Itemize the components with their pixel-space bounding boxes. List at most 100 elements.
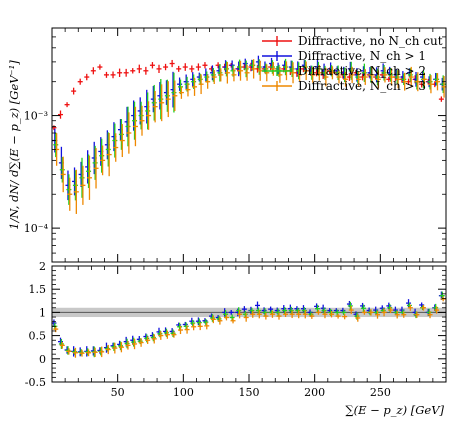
data-point: [256, 310, 262, 319]
data-point: [205, 74, 211, 89]
data-point: [440, 75, 446, 94]
data-point: [296, 62, 302, 80]
data-point: [136, 64, 142, 74]
data-point: [172, 80, 178, 111]
ratio-panel-ticks: 50 100 150 200 250 -0.5 0 0.5 1 1.5 2: [25, 28, 446, 399]
data-point: [197, 73, 203, 85]
data-point: [375, 310, 380, 319]
data-point: [388, 307, 394, 314]
data-point: [169, 59, 175, 68]
data-point: [315, 310, 321, 315]
data-point: [244, 64, 250, 81]
data-point: [125, 341, 131, 350]
data-point: [185, 82, 191, 97]
data-point: [255, 307, 261, 314]
data-point: [85, 348, 91, 356]
data-point: [156, 64, 162, 73]
data-point: [204, 71, 210, 83]
data-point: [77, 78, 83, 85]
x-tick-label: 100: [173, 386, 194, 399]
data-point: [329, 66, 335, 80]
data-point: [72, 347, 78, 358]
data-point: [349, 66, 355, 83]
data-point: [283, 311, 289, 317]
data-point: [190, 319, 196, 327]
data-point: [86, 349, 92, 357]
data-point: [183, 74, 189, 89]
data-point: [132, 338, 138, 350]
data-point: [65, 346, 71, 355]
data-point: [301, 307, 307, 314]
data-point: [73, 169, 79, 214]
data-point: [421, 72, 427, 86]
data-point: [302, 59, 308, 75]
data-point: [268, 306, 274, 312]
data-point: [236, 307, 242, 314]
data-point: [315, 61, 321, 76]
data-point: [84, 73, 90, 81]
data-point: [438, 96, 444, 102]
data-point: [97, 64, 103, 70]
data-point: [104, 345, 110, 352]
data-point: [229, 314, 235, 321]
data-point: [336, 70, 342, 84]
data-point: [125, 106, 131, 147]
data-point: [295, 307, 301, 314]
data-point: [427, 73, 433, 90]
data-point: [86, 154, 92, 189]
data-point: [290, 62, 296, 84]
x-tick-label: 200: [304, 386, 325, 399]
data-point: [262, 308, 268, 317]
ratio-panel-band: [52, 307, 446, 318]
data-point: [130, 68, 136, 74]
data-point: [282, 307, 288, 315]
data-point: [283, 58, 289, 76]
data-point: [223, 61, 229, 77]
data-point: [242, 58, 248, 69]
data-point: [256, 59, 262, 75]
data-point: [90, 67, 96, 75]
data-point: [144, 334, 150, 343]
data-point: [297, 68, 303, 82]
data-point: [112, 342, 118, 354]
data-point: [100, 145, 106, 176]
data-point: [93, 148, 99, 189]
data-point: [64, 102, 70, 108]
y-tick-label: -0.5: [25, 376, 46, 389]
data-point: [375, 68, 380, 86]
data-point: [203, 319, 209, 326]
data-point: [210, 67, 216, 82]
data-point: [80, 165, 86, 205]
data-point: [249, 307, 255, 314]
data-point: [112, 123, 118, 158]
y-tick-label: 1.5: [29, 283, 47, 296]
main-series-1: [52, 55, 445, 201]
data-point: [171, 331, 177, 338]
data-point: [381, 64, 387, 81]
data-point: [223, 314, 229, 321]
data-point: [196, 318, 202, 327]
data-point: [303, 61, 309, 81]
data-point: [92, 347, 98, 357]
data-point: [263, 312, 269, 320]
data-point: [163, 63, 169, 71]
data-point: [218, 68, 224, 82]
data-point: [289, 60, 295, 78]
legend-label: Diffractive, no N_ch cut: [298, 34, 443, 48]
legend-label: Diffractive, N_ch > 1: [298, 49, 426, 63]
legend-label: Diffractive, N_ch > 2: [298, 64, 426, 78]
legend-label: Diffractive, N_ch > 3: [298, 79, 426, 93]
data-point: [92, 145, 98, 180]
data-point: [124, 338, 130, 349]
data-point: [222, 308, 228, 317]
data-point: [105, 344, 111, 355]
main-panel-frame: [51, 27, 447, 263]
data-point: [67, 177, 73, 211]
data-point: [388, 68, 394, 82]
data-point: [217, 316, 223, 325]
main-panel-points: [51, 55, 447, 214]
main-series-2: [53, 58, 446, 205]
data-point: [211, 70, 217, 84]
data-point: [362, 69, 368, 85]
data-point: [126, 112, 132, 154]
